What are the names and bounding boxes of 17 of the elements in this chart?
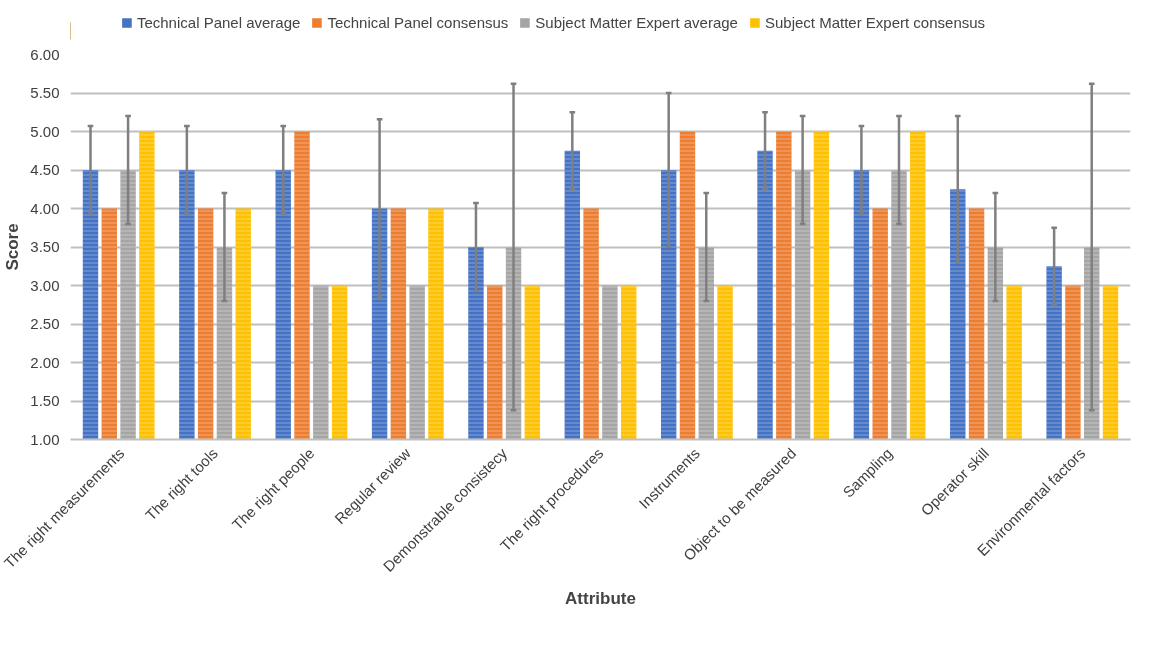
y-tick-label: 5.00 — [30, 122, 60, 140]
legend-label: Technical Panel average — [136, 13, 301, 31]
y-tick-label: 3.00 — [30, 276, 60, 294]
legend-label: Subject Matter Expert average — [535, 13, 738, 31]
legend-label: Technical Panel consensus — [327, 13, 509, 31]
y-tick-label: 6.00 — [30, 45, 60, 63]
y-tick-label: 4.50 — [30, 161, 60, 178]
y-tick-label: 4.00 — [30, 199, 60, 217]
y-tick-label: 2.00 — [30, 353, 60, 371]
y-tick-label: 5.50 — [30, 84, 60, 101]
y-tick-label: 1.50 — [30, 392, 60, 409]
legend-label: Subject Matter Expert consensus — [764, 13, 986, 31]
y-tick-label: 3.50 — [30, 238, 60, 255]
y-tick-label: 2.50 — [30, 315, 60, 332]
y-axis-title: Score — [3, 223, 23, 271]
y-tick-label: 1.00 — [30, 430, 60, 448]
x-axis-title: Attribute — [565, 588, 636, 608]
